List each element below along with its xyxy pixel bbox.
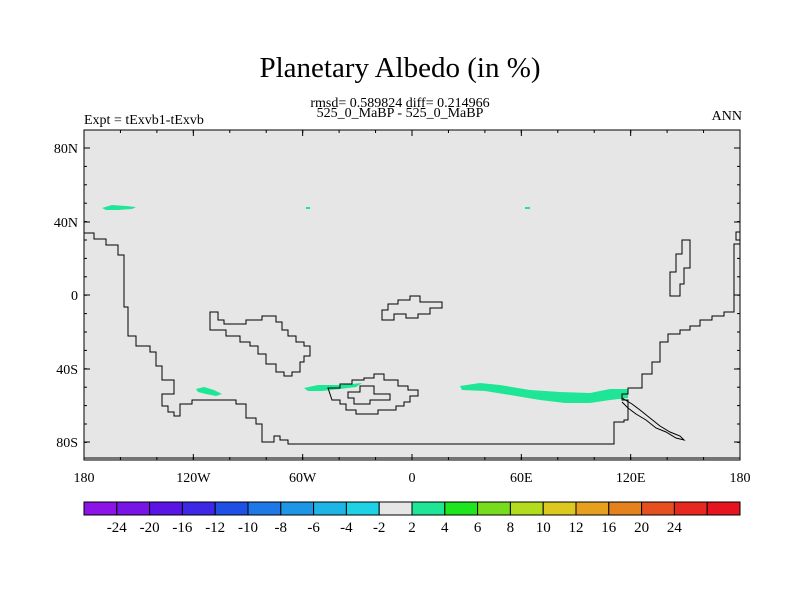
anomaly-patch-southern-ocean (460, 383, 628, 403)
lat-tick-label: 80N (54, 142, 78, 157)
coastline-americas (84, 232, 740, 445)
lon-tick-label: 0 (409, 471, 416, 486)
colorbar-label: 10 (536, 520, 551, 536)
coastline-southeast-spit (621, 397, 686, 441)
anomaly-patch-small-1 (306, 207, 310, 209)
colorbar-box (345, 501, 380, 516)
anomaly-layer (102, 205, 628, 403)
colorbar-label: 2 (408, 520, 416, 536)
lon-tick-label: 120E (616, 471, 646, 486)
colorbar-box (149, 501, 183, 516)
colorbar-label: -4 (340, 520, 353, 536)
colorbar-box (83, 501, 118, 516)
coastline-africa-loop (209, 311, 311, 377)
colorbar-box (542, 501, 577, 516)
colorbar-label: 8 (507, 520, 515, 536)
lon-tick-label: 180 (74, 471, 95, 486)
colorbar-label: -2 (373, 520, 386, 536)
colorbar-label: -20 (140, 520, 160, 536)
anomaly-patch-south-atlantic (304, 383, 362, 391)
colorbar-box (673, 501, 708, 516)
colorbar-box (214, 501, 249, 516)
colorbar-box (280, 501, 315, 516)
colorbar-box (509, 501, 544, 516)
map-title: Planetary Albedo (in %) (259, 52, 541, 84)
coastline-southern-loop (327, 373, 419, 415)
colorbar: -24 -20 -16 -12 -10 -8 -6 -4 -2 2 4 6 8 10 12 16 20 24 (83, 501, 741, 536)
map-background (84, 130, 740, 460)
longitude-axis: 180 120W 60W 0 60E 120E 180 (74, 130, 751, 486)
colorbar-label: 24 (667, 520, 683, 536)
lat-tick-label: 0 (71, 289, 78, 304)
colorbar-box (575, 501, 610, 516)
latitude-axis: 80N 40N 0 40S 80S (54, 142, 740, 451)
lat-tick-label: 40S (56, 363, 78, 378)
coastline-east-peninsula (669, 239, 691, 297)
anomaly-patch-small-2 (525, 207, 530, 209)
colorbar-box (706, 501, 741, 516)
lon-tick-label: 60E (510, 471, 533, 486)
colorbar-box (378, 501, 413, 516)
colorbar-label: -6 (307, 520, 320, 536)
colorbar-box (313, 501, 347, 516)
lat-tick-label: 40N (54, 216, 78, 231)
season-label: ANN (711, 109, 742, 124)
colorbar-box (116, 501, 151, 516)
anomaly-patch-north-pacific (102, 205, 136, 210)
colorbar-label: -12 (205, 520, 225, 536)
colorbar-box (641, 501, 675, 516)
colorbar-label: 16 (601, 520, 617, 536)
colorbar-label: -10 (238, 520, 258, 536)
lon-tick-label: 60W (289, 471, 317, 486)
colorbar-box (608, 501, 643, 516)
colorbar-box (411, 501, 446, 516)
colorbar-label: 6 (474, 520, 482, 536)
experiment-label: Expt = tExvb1-tExvb (84, 113, 204, 128)
colorbar-label: 20 (634, 520, 649, 536)
colorbar-label: -24 (107, 520, 127, 536)
lon-tick-label: 180 (730, 471, 751, 486)
colorbar-box (247, 501, 282, 516)
stats-label: rmsd= 0.589824 diff= 0.214966 (310, 96, 490, 111)
subtitle-label: 525_0_MaBP - 525_0_MaBP (316, 106, 484, 121)
colorbar-box (477, 501, 511, 516)
colorbar-box (444, 501, 479, 516)
anomaly-patch-south-pacific (196, 387, 222, 396)
lon-tick-label: 120W (176, 471, 211, 486)
colorbar-label: -8 (275, 520, 288, 536)
coastline-southern-inner (347, 385, 391, 405)
colorbar-label: 12 (569, 520, 584, 536)
colorbar-label: -16 (172, 520, 192, 536)
lat-tick-label: 80S (56, 436, 78, 451)
colorbar-label: 4 (441, 520, 449, 536)
coastline-island-equator (381, 295, 443, 321)
colorbar-box (181, 501, 216, 516)
